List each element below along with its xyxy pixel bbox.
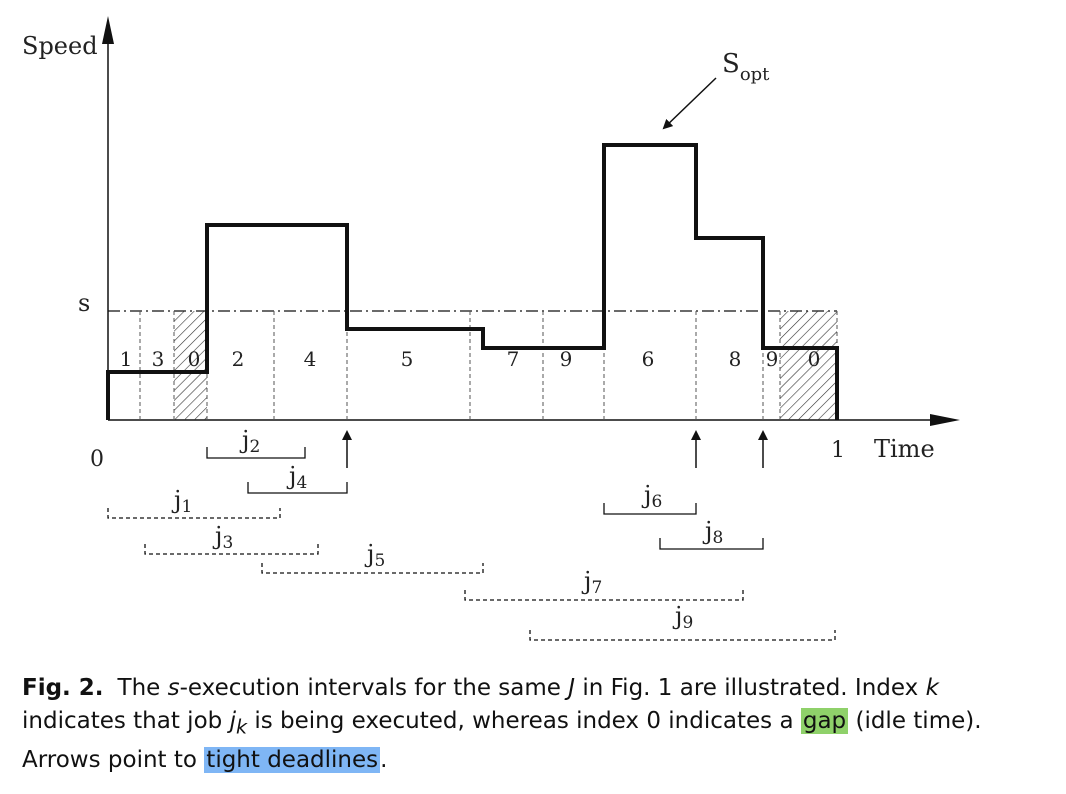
- job-interval-bracket: [464, 590, 744, 601]
- speed-time-diagram: 1 3 0 2 4 5 7 9 6 8 9 0 Speed Time 0 1 s…: [22, 16, 960, 641]
- y-axis-arrow-icon: [102, 16, 114, 44]
- job-label: j7: [581, 567, 602, 598]
- job-interval-bracket: [107, 508, 281, 519]
- y-axis-label: Speed: [22, 32, 98, 60]
- interval-label: 7: [507, 347, 520, 371]
- job-interval-bracket: [659, 538, 764, 550]
- job-label: j4: [286, 462, 307, 493]
- caption-italic: J: [568, 675, 576, 701]
- interval-label: 4: [304, 347, 317, 371]
- caption-italic: j: [229, 708, 236, 734]
- caption-italic: s: [167, 675, 180, 701]
- job-label: j5: [364, 540, 385, 571]
- interval-label: 5: [401, 347, 414, 371]
- job-label: j6: [641, 481, 662, 512]
- interval-label: 0: [188, 347, 201, 371]
- caption-text: is being executed, whereas index 0 indic…: [247, 708, 801, 734]
- caption-text: The: [117, 675, 168, 701]
- caption-italic: k: [925, 675, 939, 701]
- origin-label: 0: [90, 447, 104, 472]
- caption-italic: k: [235, 715, 248, 739]
- job-interval-bracket: [603, 503, 697, 515]
- s-opt-speed-profile: [106, 143, 839, 420]
- interval-label: 0: [808, 347, 821, 371]
- x-axis-arrow-icon: [930, 414, 960, 426]
- job-interval-bracket: [247, 482, 348, 494]
- interval-label: 1: [120, 347, 133, 371]
- job-label: j1: [171, 486, 192, 517]
- caption-text: .: [380, 746, 388, 773]
- end-label: 1: [831, 438, 845, 463]
- highlight-gap: gap: [800, 708, 849, 734]
- interval-label: 2: [232, 347, 245, 371]
- interval-label: 8: [729, 347, 742, 371]
- figure: 1 3 0 2 4 5 7 9 6 8 9 0 Speed Time 0 1 s…: [22, 16, 960, 641]
- job-label: j3: [212, 522, 233, 553]
- tight-deadline-arrows: [342, 430, 768, 468]
- highlight-tight-deadlines: tight deadlines: [204, 746, 381, 773]
- s-opt-pointer-arrow: [662, 77, 717, 130]
- caption-text: (idle time). Arrows point to: [22, 708, 982, 773]
- caption-text: -execution intervals for the same: [179, 675, 569, 701]
- s-opt-label: Sopt: [722, 49, 770, 85]
- s-label: s: [78, 289, 90, 317]
- interval-label: 9: [766, 347, 779, 371]
- job-label: j9: [672, 602, 693, 633]
- figure-number: Fig. 2.: [22, 675, 104, 701]
- job-interval-bracket: [261, 563, 484, 574]
- job-interval-bracket: [529, 630, 836, 641]
- job-interval-bracket: [206, 447, 306, 459]
- interval-label: 3: [152, 347, 165, 371]
- job-label: j2: [239, 426, 260, 457]
- caption-text: in Fig. 1 are illustrated. Index: [575, 675, 926, 701]
- interval-label: 6: [642, 347, 655, 371]
- job-label: j8: [702, 517, 723, 548]
- gap-hatch-1: [174, 311, 207, 420]
- x-axis-label: Time: [874, 435, 935, 463]
- interval-label: 9: [560, 347, 573, 371]
- figure-caption: Fig. 2. The s-execution intervals for the…: [22, 672, 1042, 777]
- caption-text: indicates that job: [22, 708, 230, 734]
- gap-hatch-2: [780, 311, 837, 420]
